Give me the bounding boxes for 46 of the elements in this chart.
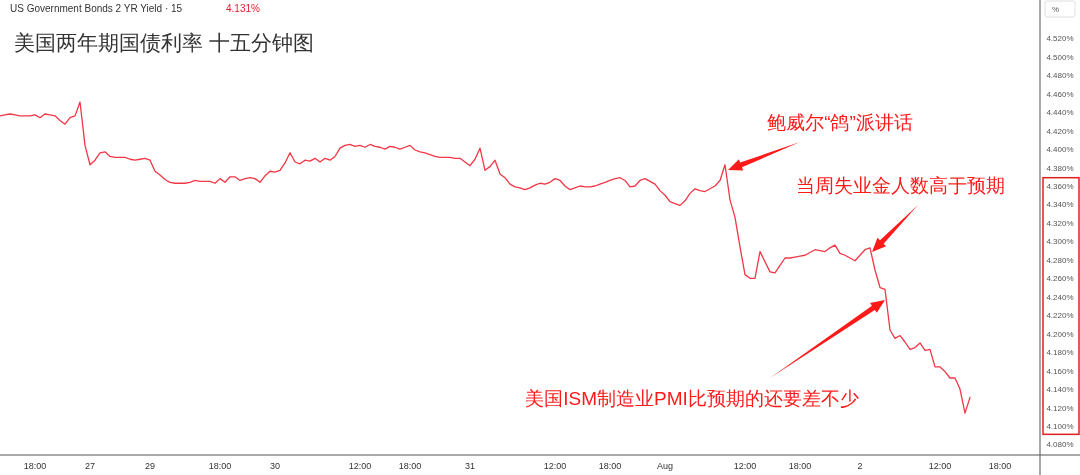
x-tick-label: 12:00	[348, 461, 372, 471]
y-tick-label: 4.420%	[1046, 126, 1074, 136]
y-tick-label: 4.320%	[1046, 218, 1074, 228]
annotation: 4.131%	[226, 3, 261, 14]
x-tick-label: 2	[857, 461, 863, 471]
y-tick-label: 4.120%	[1046, 403, 1074, 413]
y-tick-label: 4.520%	[1046, 34, 1074, 44]
y-tick-label: 4.200%	[1046, 329, 1074, 339]
y-tick-label: 4.260%	[1046, 274, 1074, 284]
text: 美国两年期国债利率 十五分钟图	[14, 31, 314, 54]
x-tick-label: 29	[144, 461, 156, 471]
y-tick-label: 4.440%	[1046, 108, 1074, 118]
y-tick-label: 4.080%	[1046, 440, 1074, 450]
y-tick-label: 4.220%	[1046, 311, 1074, 321]
y-axis-title: %	[1052, 5, 1060, 14]
y-tick-label: 4.500%	[1046, 52, 1074, 62]
x-tick-label: 18:00	[398, 461, 422, 471]
y-tick-label: 4.400%	[1046, 145, 1074, 155]
y-tick-label: 4.340%	[1046, 200, 1074, 210]
annotation: 鲍威尔“鸽”派讲话	[767, 112, 913, 133]
y-tick-label: 4.240%	[1046, 292, 1074, 302]
y-tick-label: 4.280%	[1046, 255, 1074, 265]
x-tick-label: 12:00	[733, 461, 757, 471]
x-tick-label: 18:00	[598, 461, 622, 471]
x-tick-label: 27	[84, 461, 96, 471]
y-tick-label: 4.360%	[1046, 182, 1074, 192]
annotation: US Government Bonds 2 YR Yield · 15	[10, 3, 183, 14]
annotation: 美国ISM制造业PMI比预期的还要差不少	[525, 388, 859, 409]
y-tick-label: 4.300%	[1046, 237, 1074, 247]
y-tick-label: 4.180%	[1046, 348, 1074, 358]
y-tick-label: 4.480%	[1046, 71, 1074, 81]
x-tick-label: 12:00	[543, 461, 567, 471]
x-tick-label: 18:00	[23, 461, 47, 471]
y-tick-label: 4.460%	[1046, 89, 1074, 99]
x-tick-label: 31	[464, 461, 476, 471]
x-tick-label: 30	[269, 461, 281, 471]
x-tick-label: 18:00	[988, 461, 1012, 471]
annotation: 当周失业金人数高于预期	[795, 175, 1005, 196]
x-tick-label: 18:00	[208, 461, 232, 471]
y-tick-label: 4.140%	[1046, 385, 1074, 395]
x-tick-label: 18:00	[788, 461, 812, 471]
x-tick-label: 12:00	[928, 461, 952, 471]
y-tick-label: 4.380%	[1046, 163, 1074, 173]
y-tick-label: 4.100%	[1046, 422, 1074, 432]
x-tick-label: Aug	[656, 461, 674, 471]
y-tick-label: 4.160%	[1046, 366, 1074, 376]
